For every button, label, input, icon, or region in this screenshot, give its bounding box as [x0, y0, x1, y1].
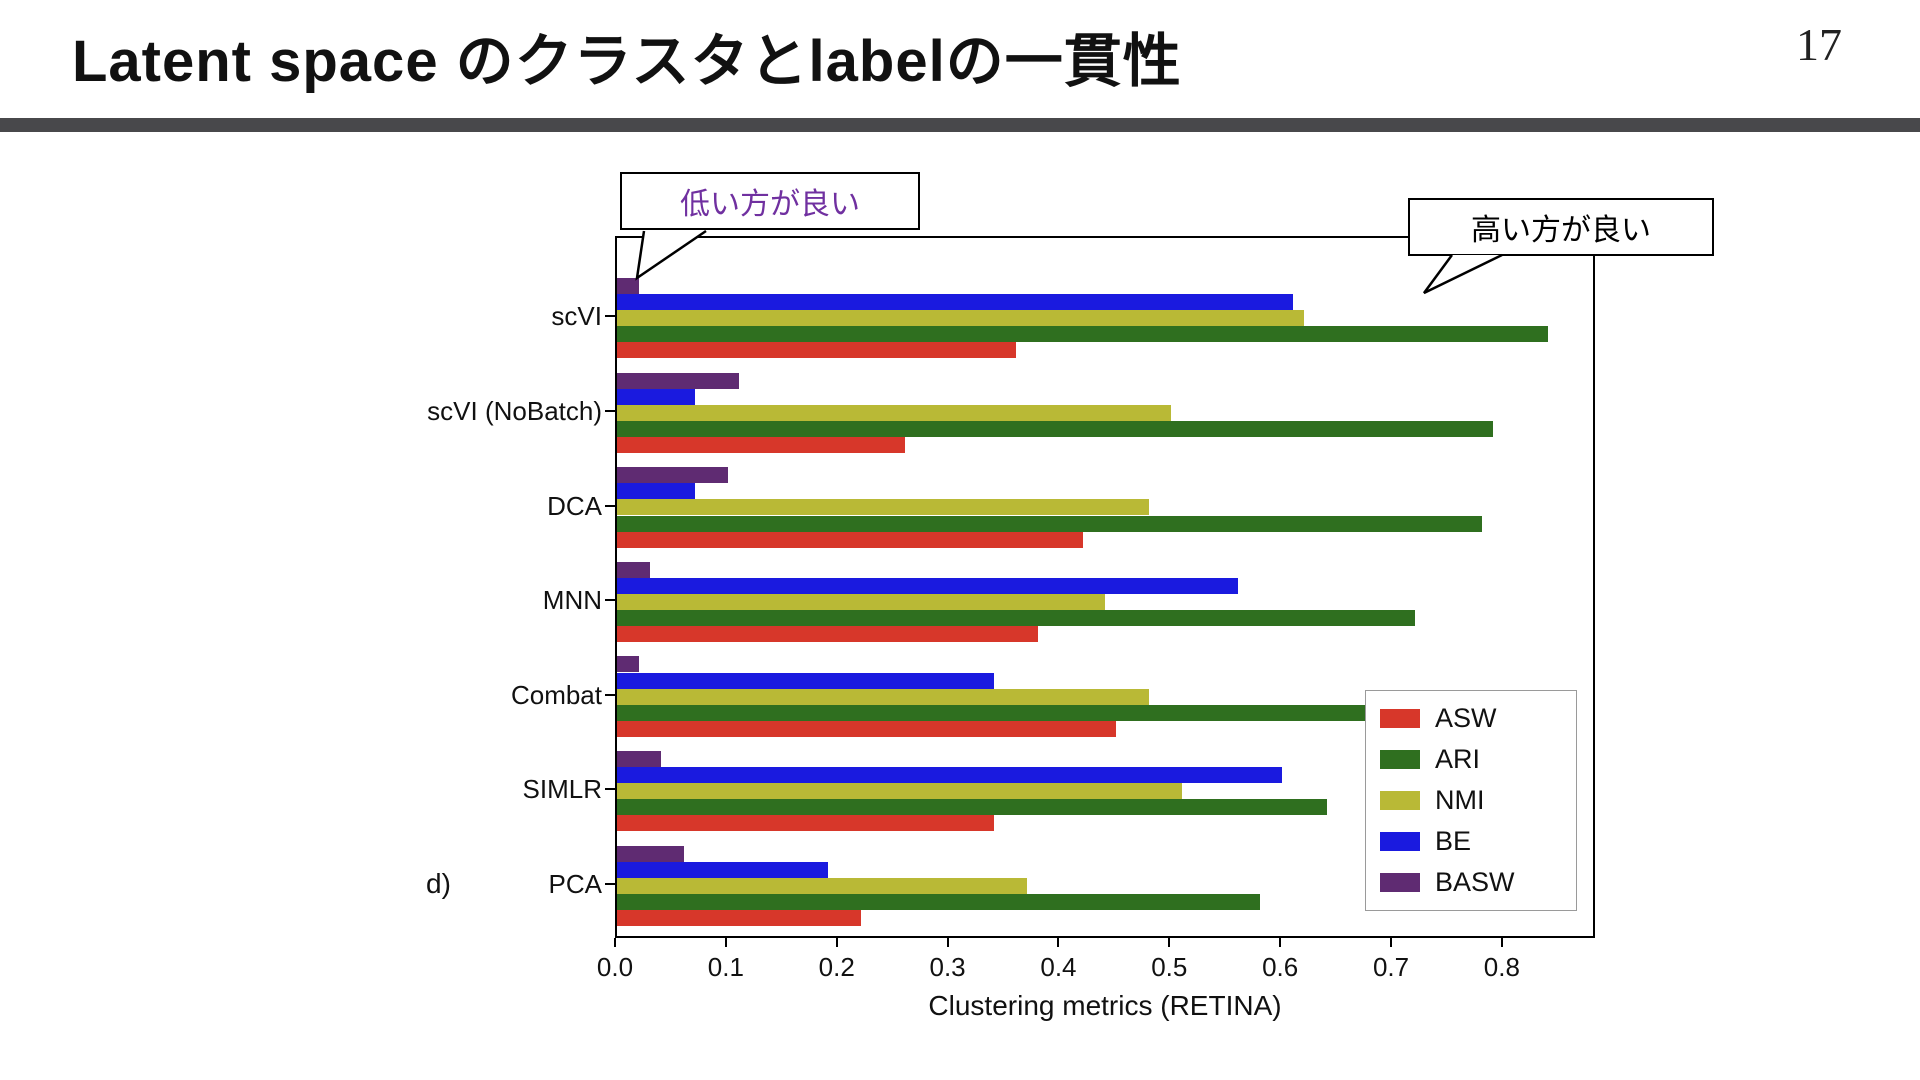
x-tick-label-0-1: 0.1 — [707, 952, 744, 982]
bar-asw-pca — [617, 910, 861, 927]
x-tick-label-0-0: 0.0 — [596, 952, 634, 982]
y-tick-pca — [605, 882, 615, 885]
legend-item-nmi: NMI — [1380, 785, 1562, 816]
legend-swatch-basw — [1380, 873, 1420, 892]
y-tick-simlr — [605, 788, 615, 791]
x-tick-label-0-8: 0.8 — [1483, 952, 1520, 982]
x-tick-label-0-3: 0.3 — [929, 952, 966, 982]
x-tick-0-6 — [1279, 938, 1282, 947]
bar-asw-scvi — [617, 342, 1017, 359]
y-label-scvi: scVI — [551, 301, 602, 332]
panel-label: d) — [426, 868, 451, 899]
x-tick-0-0 — [614, 938, 616, 947]
y-tick-mnn — [605, 599, 615, 602]
legend-item-asw: ASW — [1380, 703, 1562, 734]
x-tick-0-5 — [1168, 938, 1171, 947]
bar-be-scvi — [617, 294, 1294, 311]
bar-nmi-combat — [617, 688, 1150, 705]
y-tick-scvi — [605, 315, 615, 318]
bar-be-dca — [617, 483, 695, 500]
bar-basw-scvi-nobatch — [617, 372, 739, 389]
legend-item-ari: ARI — [1380, 744, 1562, 775]
bar-basw-simlr — [617, 751, 662, 768]
bar-nmi-pca — [617, 877, 1028, 894]
bar-ari-dca — [617, 515, 1482, 532]
legend-label-ari: ARI — [1435, 744, 1481, 774]
y-tick-combat — [605, 693, 615, 696]
bar-nmi-mnn — [617, 594, 1105, 611]
legend-label-nmi: NMI — [1435, 785, 1485, 815]
x-tick-0-7 — [1390, 938, 1393, 947]
x-tick-0-1 — [724, 938, 727, 947]
bar-ari-scvi — [617, 326, 1549, 343]
y-label-combat: Combat — [510, 679, 602, 710]
bar-asw-simlr — [617, 815, 994, 832]
legend-item-be: BE — [1380, 826, 1562, 857]
y-label-mnn: MNN — [542, 585, 602, 616]
bar-nmi-scvi-nobatch — [617, 404, 1172, 421]
x-tick-0-4 — [1057, 938, 1060, 947]
page-number: 17 — [1796, 19, 1842, 70]
y-label-dca: DCA — [547, 490, 602, 521]
bar-nmi-simlr — [617, 783, 1183, 800]
legend-item-basw: BASW — [1380, 867, 1562, 898]
x-axis-label: Clustering metrics (RETINA) — [928, 990, 1282, 1021]
annotation-lower-better-text: 低い方が良い — [680, 188, 860, 221]
x-tick-label-0-4: 0.4 — [1040, 952, 1077, 982]
bar-be-pca — [617, 861, 828, 878]
x-tick-label-0-2: 0.2 — [818, 952, 855, 982]
bar-basw-pca — [617, 845, 684, 862]
bar-ari-scvi-nobatch — [617, 420, 1493, 437]
y-label-simlr: SIMLR — [522, 774, 602, 805]
bar-basw-dca — [617, 467, 728, 484]
bar-be-combat — [617, 672, 994, 689]
bar-basw-mnn — [617, 561, 651, 578]
bar-basw-scvi — [617, 278, 640, 295]
legend-swatch-be — [1380, 832, 1420, 851]
bar-asw-mnn — [617, 626, 1039, 643]
x-tick-label-0-5: 0.5 — [1151, 952, 1188, 982]
bar-basw-combat — [617, 656, 640, 673]
bar-nmi-scvi — [617, 310, 1305, 327]
legend-swatch-nmi — [1380, 791, 1420, 810]
page-title: Latent space のクラスタとlabelの一貫性 — [72, 29, 1182, 94]
x-tick-0-8 — [1500, 938, 1503, 947]
y-label-scvi-nobatch: scVI (NoBatch) — [427, 395, 602, 426]
bar-asw-scvi-nobatch — [617, 437, 906, 454]
annotation-lower-better: 低い方が良い — [620, 172, 920, 230]
x-tick-label-0-6: 0.6 — [1262, 952, 1299, 982]
x-tick-0-3 — [946, 938, 949, 947]
plot-area: ASW ARI NMI BE BASW — [615, 236, 1595, 938]
legend-label-asw: ASW — [1435, 703, 1497, 733]
bar-asw-dca — [617, 531, 1083, 548]
bar-nmi-dca — [617, 499, 1150, 516]
bar-ari-simlr — [617, 799, 1327, 816]
annotation-higher-better-text: 高い方が良い — [1471, 214, 1651, 247]
y-label-pca: PCA — [548, 868, 602, 899]
legend-swatch-asw — [1380, 709, 1420, 728]
x-tick-0-2 — [835, 938, 838, 947]
legend-label-basw: BASW — [1435, 867, 1515, 897]
bar-be-simlr — [617, 767, 1283, 784]
chart-legend: ASW ARI NMI BE BASW — [1365, 690, 1577, 911]
y-tick-scvi-nobatch — [605, 409, 615, 412]
annotation-higher-better: 高い方が良い — [1408, 198, 1714, 256]
legend-swatch-ari — [1380, 750, 1420, 769]
bar-asw-combat — [617, 720, 1116, 737]
bar-ari-pca — [617, 893, 1260, 910]
x-tick-label-0-7: 0.7 — [1372, 952, 1410, 982]
bar-ari-combat — [617, 704, 1493, 721]
bar-be-mnn — [617, 577, 1238, 594]
y-tick-dca — [605, 504, 615, 507]
legend-label-be: BE — [1435, 826, 1472, 856]
bar-be-scvi-nobatch — [617, 388, 695, 405]
title-divider — [0, 118, 1920, 132]
bar-ari-mnn — [617, 610, 1416, 627]
